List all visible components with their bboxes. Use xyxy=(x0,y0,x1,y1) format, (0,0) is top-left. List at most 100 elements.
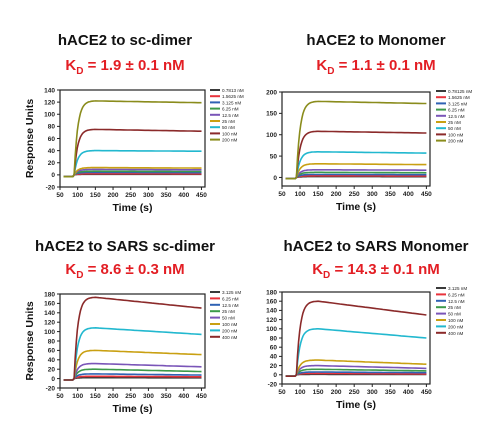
kd-value-label: KD = 14.3 ± 0.1 nM xyxy=(250,261,502,281)
legend-label: 200 nM xyxy=(448,139,463,144)
legend-label: 25 nM xyxy=(222,309,235,314)
kd-subscript: D xyxy=(76,270,84,281)
legend-label: 6.25 nM xyxy=(222,296,239,301)
series-line xyxy=(285,368,427,377)
x-tick-label: 450 xyxy=(196,393,207,400)
x-tick-label: 300 xyxy=(367,389,378,396)
y-tick-label: 0 xyxy=(273,175,277,182)
series-line xyxy=(285,130,427,180)
x-tick-label: 450 xyxy=(421,389,432,396)
legend-label: 100 nM xyxy=(448,132,463,137)
panel-sars-monomer: hACE2 to SARS Monomer KD = 14.3 ± 0.1 nM… xyxy=(250,216,502,432)
y-tick-label: -20 xyxy=(46,385,56,392)
legend-label: 3.125 nM xyxy=(448,101,467,106)
legend-label: 50 nM xyxy=(222,125,235,130)
legend-label: 200 nM xyxy=(448,324,463,329)
y-tick-label: 80 xyxy=(48,338,56,345)
kd-text: = 1.1 ± 0.1 nM xyxy=(338,57,436,74)
legend-label: 3.125 nM xyxy=(222,100,241,105)
series-line xyxy=(285,163,427,180)
kd-text: = 8.6 ± 0.3 nM xyxy=(87,261,185,278)
series-line xyxy=(285,169,427,180)
kd-value-label: KD = 8.6 ± 0.3 nM xyxy=(0,261,250,281)
y-tick-label: 60 xyxy=(48,136,56,143)
legend-label: 25 nM xyxy=(222,119,235,124)
panel-title: hACE2 to Monomer xyxy=(306,32,446,49)
x-tick-label: 400 xyxy=(178,192,189,199)
x-tick-label: 150 xyxy=(313,389,324,396)
y-tick-label: 60 xyxy=(270,345,278,352)
x-tick-label: 150 xyxy=(90,393,101,400)
y-tick-label: 20 xyxy=(48,160,56,167)
legend-label: 200 nM xyxy=(222,328,237,333)
legend-label: 50 nM xyxy=(448,126,461,131)
y-tick-label: 200 xyxy=(266,89,277,96)
x-tick-label: 50 xyxy=(278,191,286,198)
x-tick-label: 50 xyxy=(278,389,286,396)
y-tick-label: 0 xyxy=(51,376,55,383)
legend-label: 3.125 nM xyxy=(222,290,241,295)
series-line xyxy=(285,371,427,377)
y-tick-label: 120 xyxy=(266,317,277,324)
x-tick-label: 250 xyxy=(125,192,136,199)
x-tick-label: 100 xyxy=(72,192,83,199)
y-tick-label: -20 xyxy=(268,381,278,388)
x-tick-label: 200 xyxy=(108,393,119,400)
series-line xyxy=(285,171,427,180)
legend-label: 12.5 nM xyxy=(448,299,465,304)
kd-subscript: D xyxy=(323,270,331,281)
series-line xyxy=(285,173,427,180)
series-line xyxy=(63,166,202,178)
y-tick-label: 40 xyxy=(48,148,56,155)
y-axis-title: Response Units xyxy=(24,99,36,179)
kd-symbol: K xyxy=(316,57,328,74)
kd-symbol: K xyxy=(65,57,77,74)
y-tick-label: 100 xyxy=(266,326,277,333)
panel-title: hACE2 to sc-dimer xyxy=(57,32,193,49)
legend-label: 25 nM xyxy=(448,305,461,310)
x-tick-label: 450 xyxy=(196,192,207,199)
series-line xyxy=(63,349,202,381)
y-tick-label: 50 xyxy=(270,153,278,160)
x-tick-label: 100 xyxy=(72,393,83,400)
panel-sc-dimer: hACE2 to sc-dimer KD = 1.9 ± 0.1 nM 50 10… xyxy=(0,0,250,216)
y-tick-label: 0 xyxy=(273,372,277,379)
series-line xyxy=(285,328,427,377)
kd-text: = 1.9 ± 0.1 nM xyxy=(87,57,185,74)
x-tick-label: 400 xyxy=(403,191,414,198)
panel-monomer: hACE2 to Monomer KD = 1.1 ± 0.1 nM 50 100… xyxy=(250,0,502,216)
series-line xyxy=(63,170,202,178)
kd-value-label: KD = 1.9 ± 0.1 nM xyxy=(0,57,250,77)
y-tick-label: 160 xyxy=(266,299,277,306)
y-tick-label: 140 xyxy=(44,87,55,94)
kd-subscript: D xyxy=(76,66,84,77)
y-tick-label: 100 xyxy=(266,132,277,139)
y-tick-label: 180 xyxy=(266,289,277,296)
kd-text: = 14.3 ± 0.1 nM xyxy=(334,261,440,278)
x-axis-title: Time (s) xyxy=(112,202,152,214)
y-tick-label: 140 xyxy=(44,310,55,317)
series-line xyxy=(285,372,427,377)
legend-label: 100 nM xyxy=(222,131,237,136)
kd-symbol: K xyxy=(65,261,77,278)
y-tick-label: 40 xyxy=(270,354,278,361)
legend-label: 0.7813 nM xyxy=(222,88,244,93)
y-tick-label: 100 xyxy=(44,112,55,119)
y-tick-label: 150 xyxy=(266,111,277,118)
series-line xyxy=(63,128,202,178)
legend-label: 3.125 nM xyxy=(448,286,467,291)
legend-label: 12.5 nM xyxy=(222,303,239,308)
x-tick-label: 50 xyxy=(56,393,64,400)
legend-label: 1.5625 nM xyxy=(222,94,244,99)
panel-title: hACE2 to SARS Monomer xyxy=(283,238,469,255)
x-tick-label: 100 xyxy=(295,389,306,396)
series-line xyxy=(285,175,427,180)
x-tick-label: 350 xyxy=(385,389,396,396)
x-tick-label: 300 xyxy=(143,393,154,400)
x-tick-label: 350 xyxy=(161,192,172,199)
x-tick-label: 200 xyxy=(108,192,119,199)
y-tick-label: 140 xyxy=(266,308,277,315)
x-tick-label: 400 xyxy=(403,389,414,396)
y-axis-title: Response Units xyxy=(24,301,36,381)
legend-label: 1.5625 nM xyxy=(448,95,470,100)
